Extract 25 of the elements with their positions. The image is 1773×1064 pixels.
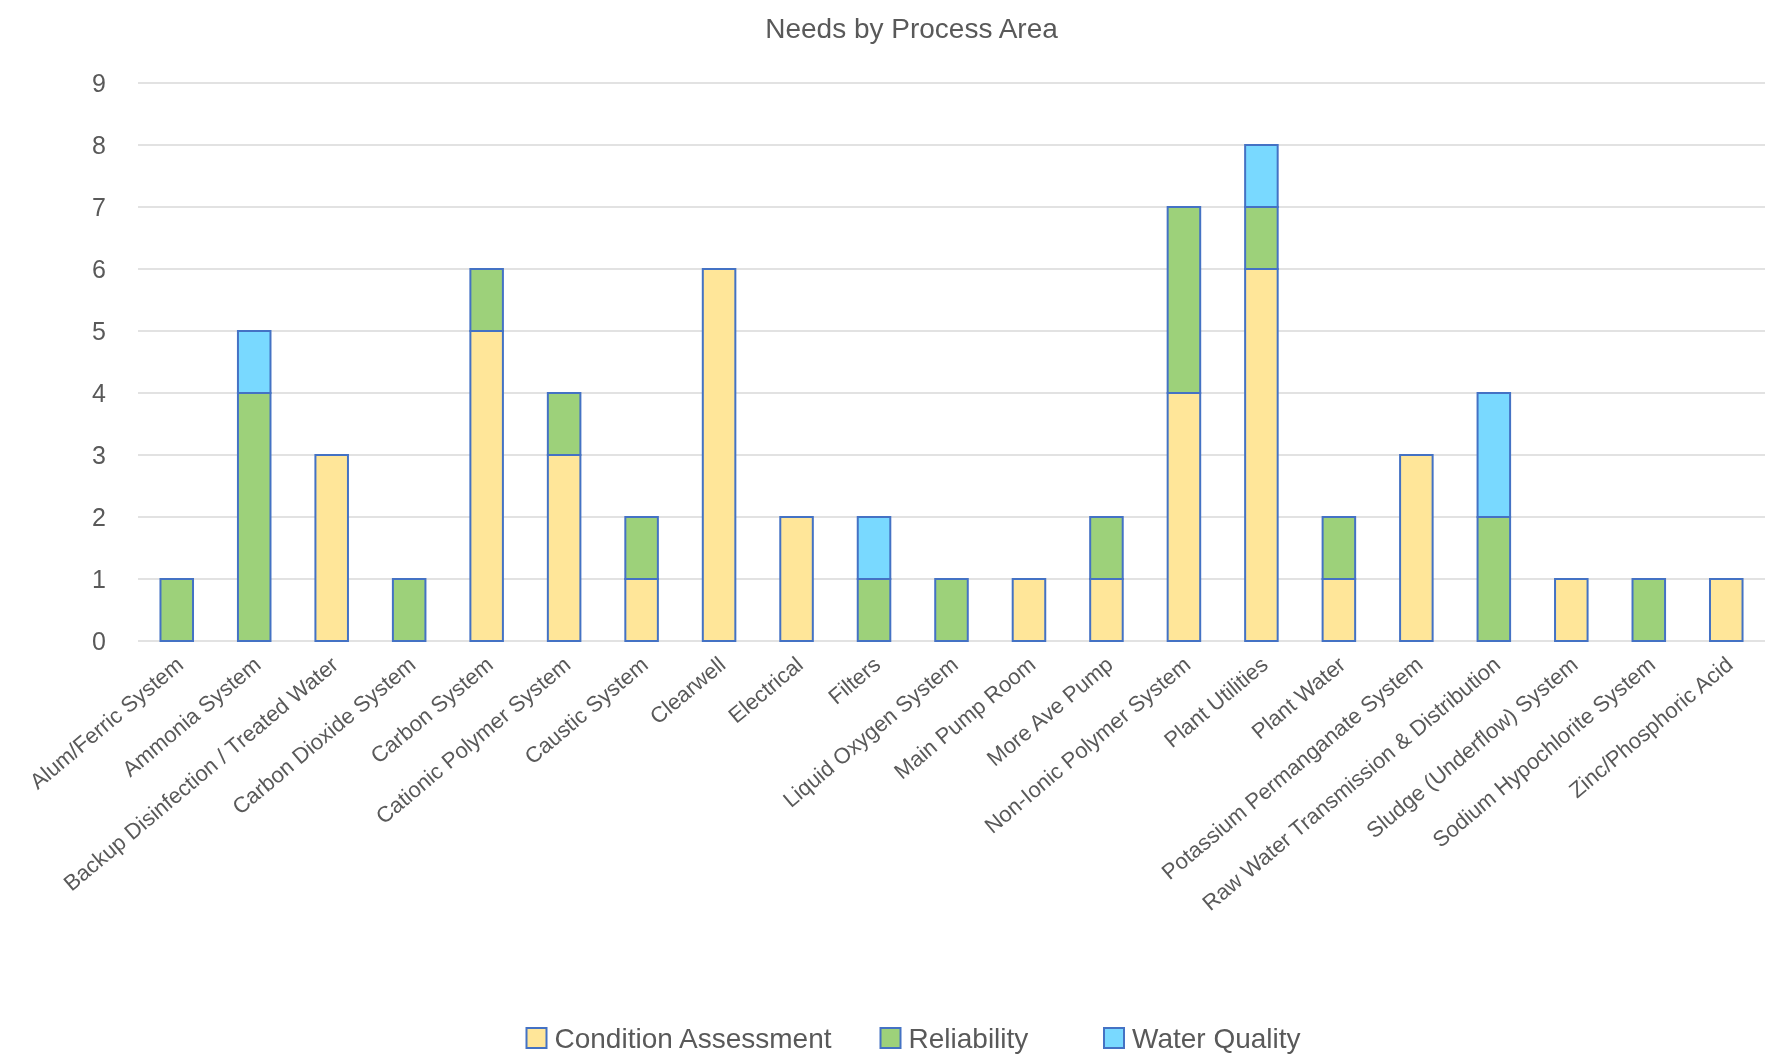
bar <box>1631 578 1667 642</box>
y-tick-label: 8 <box>92 130 106 159</box>
y-tick-label: 0 <box>92 626 106 655</box>
legend-label: Water Quality <box>1132 1022 1301 1054</box>
bar <box>1708 578 1744 642</box>
chart-title: Needs by Process Area <box>765 13 1059 44</box>
y-tick-label: 7 <box>92 192 106 221</box>
y-tick-label: 1 <box>92 564 106 593</box>
bar <box>779 516 814 642</box>
legend-label: Reliability <box>908 1022 1029 1054</box>
y-tick-label: 3 <box>92 440 106 469</box>
bar <box>1011 578 1047 642</box>
bar <box>1554 578 1589 642</box>
bar <box>934 578 969 642</box>
legend-label: Condition Assessment <box>554 1022 832 1054</box>
bar <box>1399 454 1434 642</box>
bar <box>701 268 737 642</box>
bar <box>159 578 195 642</box>
y-tick-label: 9 <box>92 68 106 97</box>
y-tick-label: 4 <box>92 378 107 407</box>
bar <box>391 578 427 642</box>
bar <box>314 454 349 642</box>
y-tick-label: 5 <box>92 316 106 345</box>
y-tick-label: 6 <box>92 254 106 283</box>
y-tick-label: 2 <box>92 502 106 531</box>
